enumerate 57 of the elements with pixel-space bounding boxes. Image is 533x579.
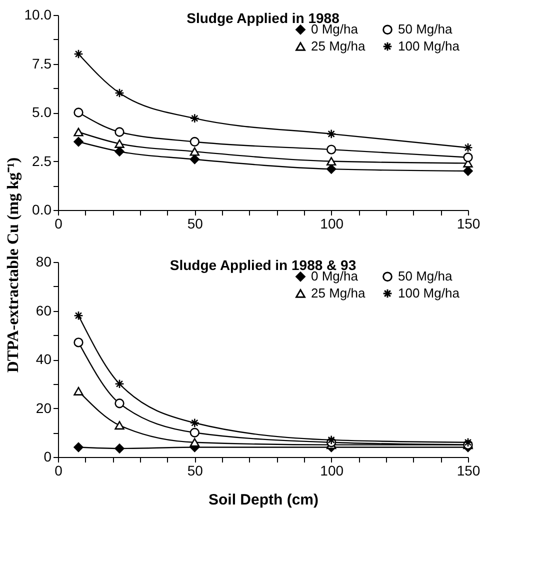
point xyxy=(326,435,336,445)
x-axis-title: Soil Depth (cm) xyxy=(208,492,319,508)
point xyxy=(190,114,200,124)
point xyxy=(463,166,473,176)
point xyxy=(190,418,200,428)
y-tick-label: 80 xyxy=(36,254,52,270)
y-tick-label: 5.0 xyxy=(32,104,52,120)
x-tick-label: 50 xyxy=(187,462,204,478)
point xyxy=(114,379,124,389)
point xyxy=(74,386,84,396)
point xyxy=(190,438,200,447)
point xyxy=(114,444,124,454)
legend-label: 100 Mg/ha xyxy=(398,38,460,54)
x-tick-label: 50 xyxy=(187,216,204,232)
y-tick-label: 0.0 xyxy=(32,202,52,218)
point xyxy=(74,136,84,147)
y-tick-label: 20 xyxy=(36,400,52,416)
point xyxy=(114,421,124,430)
point xyxy=(190,428,200,438)
legend-label: 25 Mg/ha xyxy=(311,38,366,54)
point xyxy=(190,154,200,164)
point xyxy=(190,147,200,156)
legend-label: 50 Mg/ha xyxy=(398,268,453,284)
x-tick-label: 150 xyxy=(456,216,480,232)
point xyxy=(463,142,473,152)
y-tick-label: 40 xyxy=(36,351,52,367)
x-tick-label: 100 xyxy=(320,216,344,232)
x-tick-label: 150 xyxy=(456,462,480,478)
point xyxy=(326,164,336,174)
point xyxy=(326,144,336,154)
y-tick-label: 2.5 xyxy=(32,152,52,169)
point xyxy=(326,129,336,139)
y-tick-label: 10.0 xyxy=(24,6,52,22)
point xyxy=(114,146,124,156)
point xyxy=(114,398,124,408)
y-tick-label: 7.5 xyxy=(32,55,52,72)
y-axis-title: DTPA-extractable Cu (mg kg⁻¹) xyxy=(5,157,22,373)
point xyxy=(463,152,473,162)
point xyxy=(114,127,124,137)
point xyxy=(74,442,84,452)
legend-label: 100 Mg/ha xyxy=(398,286,460,300)
point xyxy=(74,310,84,320)
point xyxy=(74,128,84,136)
x-tick-label: 0 xyxy=(54,462,63,478)
point xyxy=(74,338,84,348)
point xyxy=(74,108,84,118)
point xyxy=(190,136,200,147)
x-tick-label: 100 xyxy=(320,462,344,478)
point xyxy=(74,49,84,59)
point xyxy=(114,139,124,148)
x-tick-label: 0 xyxy=(54,216,63,232)
legend-label: 25 Mg/ha xyxy=(311,286,366,300)
y-tick-label: 0 xyxy=(44,448,52,464)
y-tick-label: 60 xyxy=(36,302,52,318)
point xyxy=(326,156,336,166)
point xyxy=(114,88,124,98)
legend-label: 50 Mg/ha xyxy=(398,22,453,37)
